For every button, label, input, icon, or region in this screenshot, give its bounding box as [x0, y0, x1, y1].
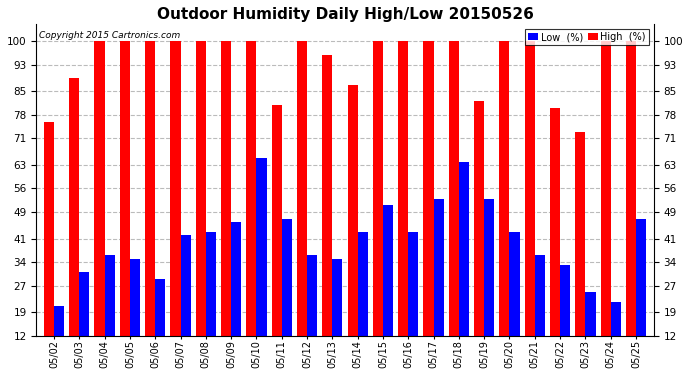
Bar — [448, 41, 459, 375]
Bar — [357, 232, 368, 375]
Bar — [500, 41, 509, 375]
Bar — [611, 302, 621, 375]
Bar — [105, 255, 115, 375]
Bar — [282, 219, 292, 375]
Bar — [373, 41, 383, 375]
Bar — [600, 41, 611, 375]
Bar — [145, 41, 155, 375]
Bar — [130, 259, 140, 375]
Text: Copyright 2015 Cartronics.com: Copyright 2015 Cartronics.com — [39, 31, 181, 40]
Bar — [196, 41, 206, 375]
Title: Outdoor Humidity Daily High/Low 20150526: Outdoor Humidity Daily High/Low 20150526 — [157, 7, 533, 22]
Bar — [348, 85, 357, 375]
Bar — [398, 41, 408, 375]
Legend: Low  (%), High  (%): Low (%), High (%) — [525, 29, 649, 45]
Bar — [484, 198, 494, 375]
Bar — [626, 41, 636, 375]
Bar — [155, 279, 166, 375]
Bar — [44, 122, 54, 375]
Bar — [433, 198, 444, 375]
Bar — [69, 78, 79, 375]
Bar — [54, 306, 64, 375]
Bar — [459, 162, 469, 375]
Bar — [535, 255, 545, 375]
Bar — [307, 255, 317, 375]
Bar — [322, 55, 333, 375]
Bar — [585, 292, 595, 375]
Bar — [221, 41, 231, 375]
Bar — [636, 219, 646, 375]
Bar — [257, 158, 266, 375]
Bar — [474, 102, 484, 375]
Bar — [424, 41, 433, 375]
Bar — [231, 222, 241, 375]
Bar — [333, 259, 342, 375]
Bar — [383, 205, 393, 375]
Bar — [272, 105, 282, 375]
Bar — [170, 41, 181, 375]
Bar — [297, 41, 307, 375]
Bar — [560, 266, 570, 375]
Bar — [246, 41, 257, 375]
Bar — [575, 132, 585, 375]
Bar — [95, 41, 105, 375]
Bar — [120, 41, 130, 375]
Bar — [408, 232, 418, 375]
Bar — [509, 232, 520, 375]
Bar — [550, 108, 560, 375]
Bar — [79, 272, 90, 375]
Bar — [181, 236, 190, 375]
Bar — [524, 41, 535, 375]
Bar — [206, 232, 216, 375]
